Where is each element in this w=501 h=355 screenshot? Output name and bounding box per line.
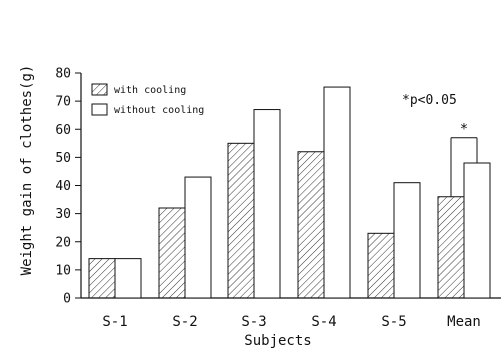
bar-without-cooling-mean — [463, 162, 491, 299]
legend-label-with-cooling: with cooling — [114, 85, 186, 96]
significance-bracket: * — [450, 122, 478, 197]
bar-with-cooling-s-5 — [367, 232, 395, 299]
y-axis: 0 10 20 30 40 50 60 70 80 — [55, 67, 501, 307]
y-tick-label: 20 — [55, 235, 71, 250]
bar-with-cooling-s-4 — [297, 151, 325, 299]
significance-star: * — [460, 122, 468, 138]
bar-without-cooling-s-5 — [393, 182, 421, 299]
bars — [88, 86, 491, 299]
y-tick-label: 50 — [55, 151, 71, 166]
y-axis-label: Weight gain of clothes(g) — [19, 65, 35, 276]
x-tick-label: S-5 — [381, 314, 406, 330]
bar-with-cooling-mean — [437, 196, 465, 299]
x-tick-label: Mean — [447, 314, 481, 330]
significance-note: *p<0.05 — [402, 93, 457, 108]
bar-without-cooling-s-2 — [184, 176, 212, 299]
legend: with cooling without cooling — [91, 83, 204, 116]
x-axis-label: Subjects — [244, 333, 311, 349]
legend-swatch-with-cooling — [91, 83, 108, 96]
y-tick-label: 80 — [55, 67, 71, 82]
bar-with-cooling-s-3 — [227, 142, 255, 299]
x-tick-label: S-1 — [102, 314, 127, 330]
legend-swatch-without-cooling — [91, 103, 108, 116]
bar-with-cooling-s-2 — [158, 207, 186, 299]
y-tick-label: 40 — [55, 179, 71, 194]
y-tick-label: 30 — [55, 207, 71, 222]
y-tick-label: 70 — [55, 95, 71, 110]
y-tick-label: 0 — [63, 292, 71, 307]
bar-with-cooling-s-1 — [88, 258, 116, 299]
y-tick-label: 60 — [55, 123, 71, 138]
x-tick-label: S-4 — [311, 314, 336, 330]
bar-without-cooling-s-1 — [114, 258, 142, 299]
y-tick-label: 10 — [55, 263, 71, 278]
bar-without-cooling-s-4 — [323, 86, 351, 299]
x-tick-label: S-2 — [172, 314, 197, 330]
x-tick-label: S-3 — [241, 314, 266, 330]
legend-label-without-cooling: without cooling — [114, 105, 204, 116]
x-axis-ticks: S-1 S-2 S-3 S-4 S-5 Mean — [102, 314, 481, 330]
bar-without-cooling-s-3 — [253, 109, 281, 299]
